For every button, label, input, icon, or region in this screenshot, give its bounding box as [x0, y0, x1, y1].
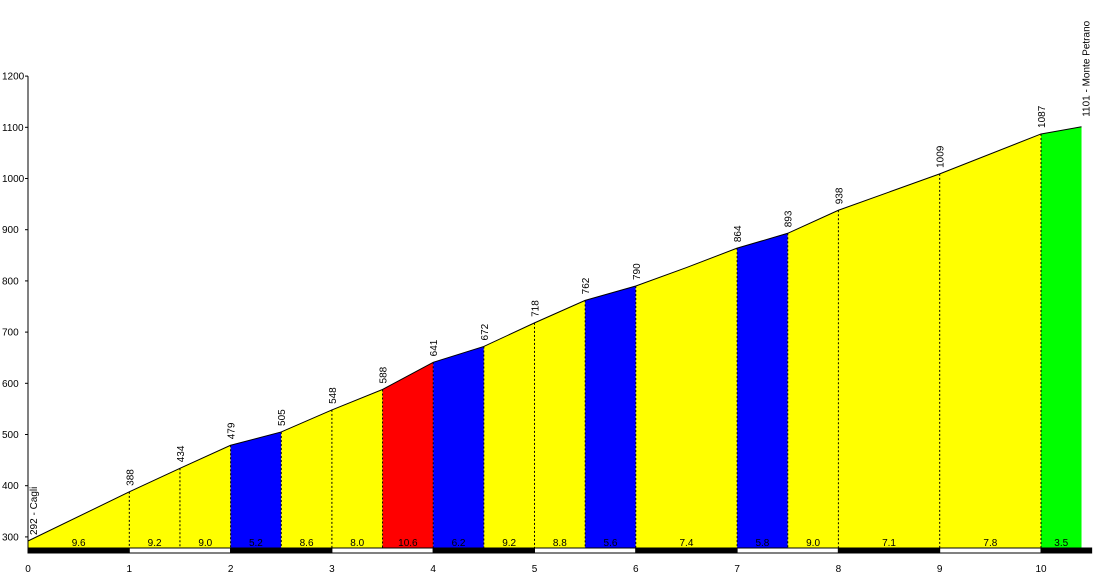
x-tick-label-8: 8: [836, 564, 842, 575]
elevation-label-11: 790: [632, 263, 643, 280]
x-tick-label-3: 3: [329, 564, 335, 575]
gradient-label-12: 5.8: [755, 538, 769, 549]
scale-bar-block-1: [128, 547, 232, 554]
segment-fill-8: [483, 322, 535, 548]
y-tick-label-300: 300: [2, 532, 19, 543]
x-tick-label-1: 1: [127, 564, 133, 575]
elevation-label-4: 505: [277, 409, 288, 426]
scale-bar-block-3: [331, 547, 434, 554]
gradient-label-0: 9.6: [72, 538, 86, 549]
gradient-label-3: 5.2: [249, 538, 263, 549]
scale-bar-block-4: [432, 547, 536, 554]
segment-fill-14: [838, 173, 940, 548]
elevation-label-14: 938: [834, 187, 845, 204]
x-tick-label-10: 10: [1035, 564, 1047, 575]
scale-bar-block-10: [1040, 547, 1093, 554]
x-tick-label-2: 2: [228, 564, 234, 575]
x-axis-ticks: 0 1 2 3 4 5 6 7 8 9 10: [25, 564, 1047, 575]
x-tick-label-0: 0: [25, 564, 31, 575]
elevation-label-17: 1101 - Monte Petrano: [1082, 20, 1093, 116]
segment-fill-5: [331, 389, 383, 548]
profile-line: [27, 126, 1082, 542]
elevation-label-16: 1087: [1037, 105, 1048, 128]
gradient-label-2: 9.0: [198, 538, 212, 549]
elevation-label-9: 718: [531, 300, 542, 317]
x-tick-label-4: 4: [430, 564, 436, 575]
y-tick-label-1100: 1100: [2, 123, 24, 134]
elevation-label-6: 588: [379, 366, 390, 383]
scale-bar-block-5: [534, 547, 637, 554]
gradient-label-15: 7.8: [983, 538, 997, 549]
gradient-label-4: 8.6: [300, 538, 314, 549]
elevation-label-0: 292 - Cagli: [29, 487, 40, 535]
elevation-label-3: 479: [227, 422, 238, 439]
segment-fill-4: [281, 409, 332, 548]
gradient-label-8: 9.2: [502, 538, 516, 549]
elevation-label-8: 672: [480, 323, 491, 340]
segment-fill-0: [28, 491, 130, 548]
y-tick-label-1000: 1000: [2, 174, 25, 185]
elevation-label-5: 548: [328, 387, 339, 404]
segment-dividers: [128, 133, 1042, 548]
gradient-label-1: 9.2: [148, 538, 162, 549]
elevation-label-1: 388: [125, 469, 136, 486]
segment-fill-7: [433, 346, 484, 548]
y-axis: 300 400 500 600 700 800 900 1000 1100 1200: [2, 72, 29, 548]
segment-fill-12: [737, 233, 788, 548]
gradient-label-5: 8.0: [350, 538, 364, 549]
gradient-label-7: 6.2: [452, 538, 466, 549]
y-tick-label-500: 500: [2, 430, 19, 441]
elevation-labels: 292 - Cagli 388 434 479 505 548 588 641 672 718 76…: [29, 20, 1093, 535]
y-tick-label-1200: 1200: [2, 72, 25, 83]
segment-fill-2: [179, 445, 231, 548]
gradient-label-11: 7.4: [679, 538, 693, 549]
y-tick-label-700: 700: [2, 328, 19, 339]
y-tick-label-800: 800: [2, 276, 19, 287]
gradient-label-13: 9.0: [806, 538, 820, 549]
elevation-label-13: 893: [784, 210, 795, 227]
segment-fill-13: [787, 210, 839, 549]
segment-fill-9: [534, 300, 586, 548]
segment-fill-16: [1041, 126, 1082, 549]
gradient-labels: 9.6 9.2 9.0 5.2 8.6 8.0 10.6 6.2 9.2 8.8 5.6 7.4 5.8…: [72, 538, 1069, 549]
gradient-label-10: 5.6: [604, 538, 618, 549]
elevation-label-15: 1009: [936, 145, 947, 168]
elevation-label-12: 864: [733, 225, 744, 242]
segment-fill-15: [939, 133, 1041, 548]
scale-bar-block-7: [736, 547, 839, 554]
elevation-label-7: 641: [429, 339, 440, 356]
scale-bar-block-2: [230, 547, 333, 554]
gradient-label-14: 7.1: [882, 538, 896, 549]
gradient-segment-fills: [28, 126, 1082, 549]
gradient-label-16: 3.5: [1054, 538, 1068, 549]
y-tick-label-900: 900: [2, 225, 19, 236]
x-tick-label-7: 7: [734, 564, 740, 575]
gradient-label-9: 8.8: [553, 538, 567, 549]
elevation-label-2: 434: [176, 445, 187, 462]
y-tick-label-600: 600: [2, 379, 19, 390]
elevation-label-10: 762: [581, 277, 592, 294]
x-tick-label-5: 5: [532, 564, 538, 575]
segment-fill-11: [635, 248, 738, 549]
x-tick-label-9: 9: [937, 564, 943, 575]
gradient-label-6: 10.6: [398, 538, 418, 549]
y-tick-label-400: 400: [2, 481, 19, 492]
x-tick-label-6: 6: [633, 564, 639, 575]
segment-fill-1: [129, 468, 180, 548]
segment-fill-10: [585, 286, 636, 548]
distance-scale-bar: [27, 547, 1093, 554]
segment-fill-6: [382, 362, 434, 548]
segment-fill-3: [230, 431, 282, 548]
